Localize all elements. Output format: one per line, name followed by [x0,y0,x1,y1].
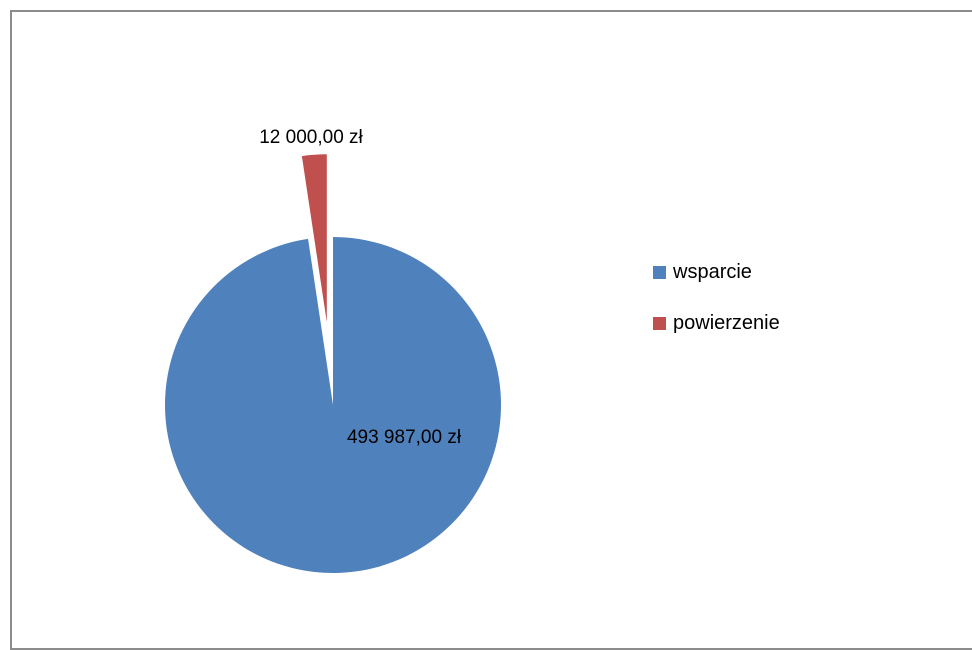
pie-slice-wsparcie [165,237,501,573]
legend-label-wsparcie: wsparcie [673,260,752,283]
pie-slice-powierzenie [301,154,327,323]
legend-item-wsparcie: wsparcie [653,259,780,285]
data-label-wsparcie: 493 987,00 zł [347,427,462,448]
pie-chart: 493 987,00 zł 12 000,00 zł [165,127,501,573]
data-label-powierzenie: 12 000,00 zł [259,127,363,148]
legend-label-powierzenie: powierzenie [673,311,780,334]
legend: wsparcie powierzenie [653,259,780,361]
legend-item-powierzenie: powierzenie [653,310,780,336]
chart-frame [10,10,972,650]
legend-swatch-wsparcie [653,265,666,279]
legend-swatch-powierzenie [653,316,666,330]
